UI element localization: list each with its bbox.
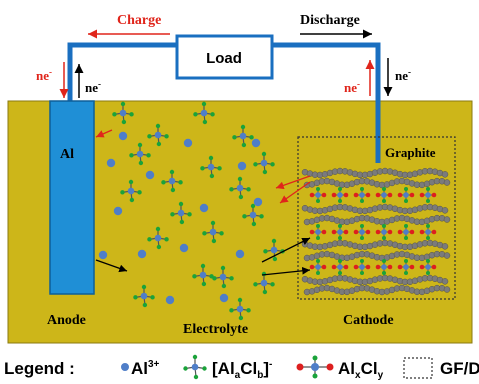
al-ion-icon	[253, 197, 263, 207]
al-ion-icon	[113, 206, 123, 216]
graphite-atom-icon	[443, 216, 451, 223]
al-ion-icon	[145, 170, 155, 180]
alcl-complex-icon	[202, 220, 224, 244]
alcl-complex-icon	[147, 123, 169, 147]
load-box	[175, 34, 274, 80]
alxcly-icon	[397, 259, 415, 275]
legend-title: Legend :	[4, 359, 75, 378]
al-ion-icon	[251, 138, 261, 148]
anode-label: Anode	[47, 313, 86, 328]
alxcly-icon	[353, 259, 371, 275]
al-ion-icon	[199, 203, 209, 213]
alcl-complex-icon	[183, 354, 207, 380]
alxcly-icon	[309, 259, 327, 275]
alxcly-legend-label: AlxCly	[338, 359, 384, 381]
al-ion-icon	[183, 138, 193, 148]
alxcly-icon	[331, 259, 349, 275]
graphite-atom-icon	[441, 207, 449, 214]
load-label: Load	[206, 50, 242, 67]
alcl-complex-legend-icon	[183, 354, 207, 380]
al-ion-icon	[237, 161, 247, 171]
al-ion-icon	[118, 131, 128, 141]
arrow-cathode-red-2	[279, 181, 311, 204]
intercalated-alxcly	[309, 187, 437, 275]
alcl-complex-icon	[229, 176, 251, 200]
alxcly-legend-icon	[296, 355, 334, 379]
legend: Legend : Al3+ [AlaClb]- AlxCly GF/D	[4, 354, 479, 381]
alcl-complex-icon	[133, 284, 155, 308]
al-ion-legend-icon	[121, 363, 129, 371]
graphite-atom-icon	[443, 179, 451, 186]
al-ion-icon	[165, 295, 175, 305]
alcl-complex-icon	[112, 101, 134, 125]
graphite-atom-icon	[441, 171, 449, 178]
discharge-label: Discharge	[300, 13, 360, 28]
graphite-atom-icon	[441, 278, 449, 285]
arrow-cathode-red-1	[275, 175, 311, 190]
graphite-atom-icon	[441, 243, 449, 250]
alcl-complex-icon	[232, 124, 254, 148]
alcl-complex-legend-label: [AlaClb]-	[212, 359, 272, 381]
alxcly-icon	[353, 224, 371, 240]
al-ion-icon	[179, 243, 189, 253]
graphite-atom-icon	[443, 252, 451, 259]
alxcly-icon	[419, 259, 437, 275]
arrow-cathode-black-1	[261, 237, 311, 263]
alxcly-icon	[353, 187, 371, 203]
alcl-complex-icon	[242, 203, 264, 227]
alcl-complex-icon	[200, 155, 222, 179]
ne-right-red: ne-	[344, 79, 360, 95]
alxcly-icon	[419, 187, 437, 203]
ne-left-black: ne-	[85, 79, 101, 95]
alxcly-icon	[419, 224, 437, 240]
ne-left-red: ne-	[36, 67, 52, 83]
alcl-complex-icon	[229, 297, 251, 321]
electrolyte-species	[98, 101, 285, 321]
graphite-label: Graphite	[385, 145, 436, 160]
alxcly-icon	[397, 187, 415, 203]
graphite-atom-icon	[443, 286, 451, 293]
al-ion-icon	[137, 249, 147, 259]
al-ion-icon	[98, 250, 108, 260]
alxcly-icon	[375, 224, 393, 240]
alxcly-icon	[375, 187, 393, 203]
alcl-complex-icon	[161, 169, 183, 193]
alcl-complex-icon	[129, 142, 151, 166]
arrow-to-anode	[95, 129, 113, 138]
al-anode	[49, 100, 95, 295]
arrow-from-anode	[95, 259, 128, 273]
al-ion-legend-label: Al3+	[131, 359, 160, 378]
alcl-complex-icon	[170, 201, 192, 225]
alcl-complex-icon	[192, 263, 214, 287]
gfd-legend-label: GF/D	[440, 359, 479, 378]
graphite-layers	[301, 167, 451, 296]
ne-right-black: ne-	[395, 67, 411, 83]
al-ion-icon	[219, 293, 229, 303]
alxcly-icon	[331, 187, 349, 203]
alcl-complex-icon	[147, 226, 169, 250]
alxcly-icon	[309, 224, 327, 240]
gfd-legend-icon	[403, 357, 433, 379]
alxcly-icon	[375, 259, 393, 275]
alxcly-icon	[309, 187, 327, 203]
alcl-complex-icon	[193, 101, 215, 125]
charge-label: Charge	[117, 13, 161, 28]
al-ion-icon	[235, 249, 245, 259]
alcl-complex-icon	[253, 271, 275, 295]
al-label: Al	[60, 147, 74, 162]
electrolyte-label: Electrolyte	[183, 322, 248, 337]
alcl-complex-icon	[253, 151, 275, 175]
alxcly-icon	[397, 224, 415, 240]
arrow-cathode-black-2	[261, 266, 311, 276]
cathode-gfd-box	[297, 136, 456, 300]
al-ion-icon	[106, 158, 116, 168]
alxcly-icon	[331, 224, 349, 240]
alcl-complex-icon	[120, 179, 142, 203]
cathode-label: Cathode	[343, 313, 394, 328]
